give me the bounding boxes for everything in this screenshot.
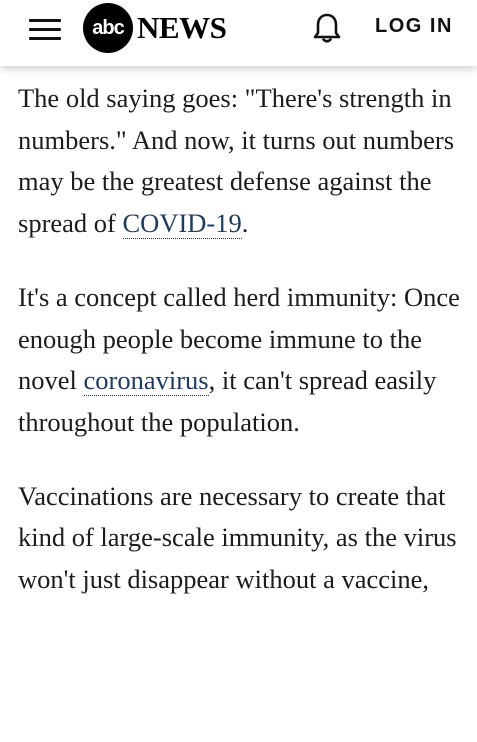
article-paragraph-2: It's a concept called herd immunity: Onc… [18, 277, 468, 444]
covid-19-link[interactable]: COVID-19 [122, 208, 242, 240]
paragraph-text-end: . [241, 208, 249, 239]
paragraph-text: Vaccinations are necessary to create tha… [18, 480, 457, 595]
menu-line [29, 19, 61, 22]
bell-icon[interactable] [312, 12, 342, 44]
top-navigation-bar: abc NEWS LOG IN [0, 0, 477, 66]
article-paragraph-1: The old saying goes: "There's strength i… [18, 78, 468, 245]
abc-news-logo[interactable]: abc NEWS [83, 3, 227, 53]
abc-logo-circle: abc [83, 3, 133, 53]
menu-line [29, 28, 61, 31]
paragraph-text-end: , it can't spread easily throughout the … [18, 365, 437, 437]
paragraph-text: The old saying goes: "There's strength i… [18, 83, 455, 239]
paragraph-text: It's a concept called herd immunity: Onc… [18, 281, 460, 396]
news-wordmark: NEWS [137, 10, 227, 45]
article-body: The old saying goes: "There's strength i… [18, 78, 468, 633]
menu-line [29, 37, 61, 40]
coronavirus-link[interactable]: coronavirus [83, 365, 209, 397]
article-paragraph-3: Vaccinations are necessary to create tha… [18, 476, 468, 601]
hamburger-menu-icon[interactable] [29, 17, 61, 43]
login-button[interactable]: LOG IN [375, 15, 453, 37]
